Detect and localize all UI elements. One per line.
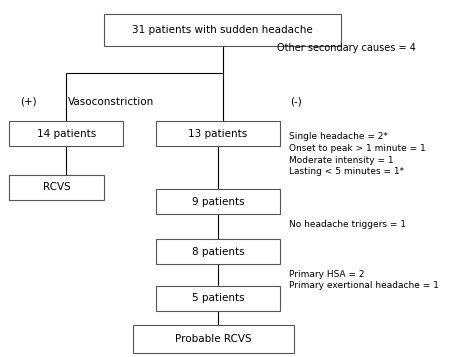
Text: Single headache = 2*
Onset to peak > 1 minute = 1
Moderate intensity = 1
Lasting: Single headache = 2* Onset to peak > 1 m… [289,132,426,176]
Text: 13 patients: 13 patients [189,129,247,139]
FancyBboxPatch shape [104,14,341,46]
FancyBboxPatch shape [156,239,280,264]
FancyBboxPatch shape [133,325,294,353]
Text: 31 patients with sudden headache: 31 patients with sudden headache [132,25,313,35]
Text: (+): (+) [20,97,37,107]
FancyBboxPatch shape [156,286,280,311]
Text: 9 patients: 9 patients [191,197,245,207]
Text: RCVS: RCVS [43,182,71,192]
Text: Other secondary causes = 4: Other secondary causes = 4 [277,43,416,53]
FancyBboxPatch shape [156,189,280,214]
Text: 8 patients: 8 patients [191,247,245,257]
Text: (-): (-) [291,97,302,107]
FancyBboxPatch shape [9,175,104,200]
Text: Primary HSA = 2
Primary exertional headache = 1: Primary HSA = 2 Primary exertional heada… [289,270,439,290]
Text: 14 patients: 14 patients [36,129,96,139]
FancyBboxPatch shape [9,121,123,146]
Text: Probable RCVS: Probable RCVS [175,334,252,344]
Text: No headache triggers = 1: No headache triggers = 1 [289,220,406,228]
Text: Vasoconstriction: Vasoconstriction [68,97,155,107]
Text: 5 patients: 5 patients [191,293,245,303]
FancyBboxPatch shape [156,121,280,146]
